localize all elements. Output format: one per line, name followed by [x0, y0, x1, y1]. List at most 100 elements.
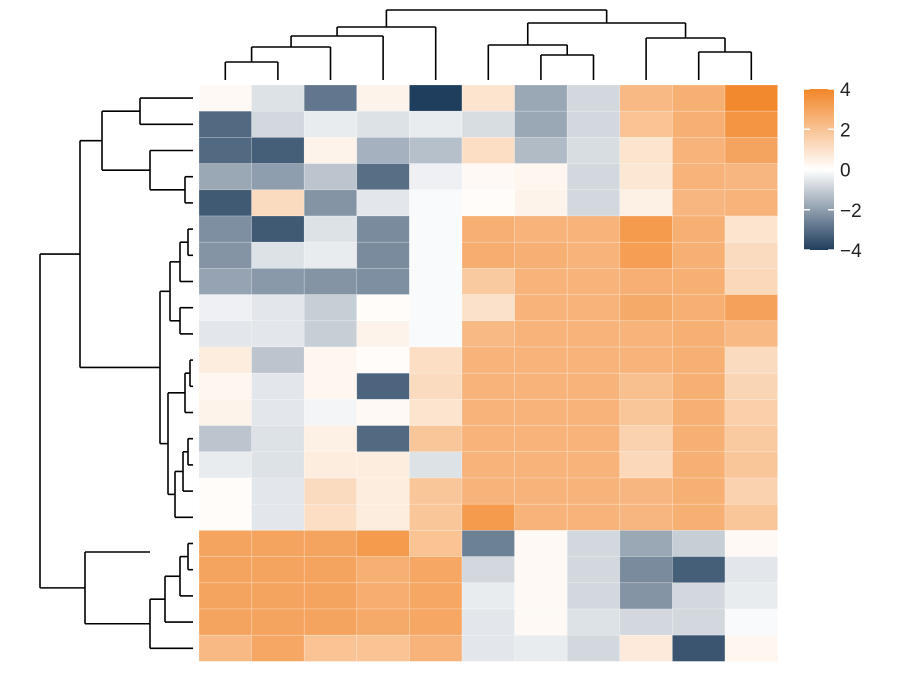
heatmap-cell [251, 530, 305, 557]
heatmap-cell [514, 84, 568, 112]
heatmap-cell [461, 241, 515, 269]
heatmap-cell [672, 110, 726, 138]
heatmap-cell [514, 137, 568, 164]
heatmap-cell [356, 634, 410, 662]
heatmap-cell [566, 320, 621, 348]
heatmap-cell [409, 215, 463, 243]
heatmap-cell [409, 634, 463, 662]
heatmap-cell [198, 503, 252, 531]
heatmap-cell [356, 163, 410, 191]
heatmap-cell [566, 634, 621, 662]
heatmap-cell [514, 346, 568, 374]
heatmap-cell [251, 399, 305, 426]
heatmap-cell [672, 451, 726, 479]
heatmap-cell [303, 110, 358, 138]
heatmap-cell [251, 294, 305, 322]
heatmap-cell [409, 268, 463, 295]
legend-tick-label: 0 [840, 161, 851, 182]
heatmap-cell [356, 346, 410, 374]
heatmap-cell [461, 451, 515, 479]
heatmap-cell [619, 320, 673, 348]
heatmap-cell [303, 530, 358, 557]
heatmap-cell [461, 215, 515, 243]
heatmap-cell [409, 530, 463, 557]
heatmap-cell [356, 556, 410, 584]
legend-tick-label: −2 [840, 201, 862, 222]
heatmap-cell [619, 189, 673, 217]
heatmap-cell [251, 503, 305, 531]
heatmap-cell [724, 84, 778, 112]
heatmap-cell [619, 503, 673, 531]
heatmap-cell [198, 84, 252, 112]
heatmap-cell [356, 582, 410, 610]
heatmap-cell [461, 137, 515, 164]
heatmap-cell [619, 608, 673, 636]
heatmap-cell [303, 84, 358, 112]
heatmap-cell [566, 346, 621, 374]
heatmap-cell [409, 477, 463, 505]
heatmap-cell [619, 399, 673, 426]
heatmap-cell [514, 215, 568, 243]
heatmap-cell [619, 477, 673, 505]
heatmap-cell [356, 137, 410, 164]
heatmap-cell [251, 189, 305, 217]
heatmap-cell [303, 503, 358, 531]
heatmap-cell [461, 320, 515, 348]
heatmap-cell [724, 530, 778, 557]
heatmap-cell [514, 163, 568, 191]
heatmap-cell [724, 399, 778, 426]
heatmap-cell [198, 556, 252, 584]
heatmap-cell [514, 556, 568, 584]
heatmap-cell [303, 556, 358, 584]
heatmap-cell [251, 84, 305, 112]
heatmap-cell [461, 346, 515, 374]
heatmap-cell [356, 530, 410, 557]
heatmap-cell [672, 634, 726, 662]
heatmap-cell [409, 294, 463, 322]
heatmap-cell [619, 268, 673, 295]
heatmap-cell [672, 215, 726, 243]
heatmap-cell [461, 530, 515, 557]
heatmap-cell [514, 477, 568, 505]
heatmap-cell [356, 215, 410, 243]
heatmap-cell [198, 294, 252, 322]
heatmap-cell [461, 163, 515, 191]
column-dendrogram [224, 9, 753, 80]
color-legend: 4 2 0 −2 −4 [804, 80, 862, 262]
heatmap-cell [409, 84, 463, 112]
heatmap-cell [724, 451, 778, 479]
heatmap-cell [566, 137, 621, 164]
legend-tick-label: 4 [840, 80, 851, 101]
heatmap-cell [251, 556, 305, 584]
heatmap-cell [672, 346, 726, 374]
heatmap-cell [461, 294, 515, 322]
heatmap-cell [198, 110, 252, 138]
heatmap-cell [461, 268, 515, 295]
heatmap-cell [724, 241, 778, 269]
heatmap-cell [356, 110, 410, 138]
row-dendrogram [39, 97, 193, 650]
heatmap-cell [198, 399, 252, 426]
heatmap-cell [461, 556, 515, 584]
heatmap-cell [619, 215, 673, 243]
heatmap-cell [566, 241, 621, 269]
heatmap-cell [409, 582, 463, 610]
heatmap-cell [672, 425, 726, 453]
heatmap-cell [724, 137, 778, 164]
heatmap-cell [672, 189, 726, 217]
heatmap-cell [619, 425, 673, 453]
heatmap-cell [514, 503, 568, 531]
heatmap-cell [619, 84, 673, 112]
heatmap-cell [566, 84, 621, 112]
heatmap-cell [566, 503, 621, 531]
heatmap-cell [514, 110, 568, 138]
color-legend-ticks: 4 2 0 −2 −4 [804, 80, 862, 262]
heatmap-cell [461, 425, 515, 453]
heatmap-cell [514, 530, 568, 557]
heatmap-cell [619, 163, 673, 191]
heatmap-cell [356, 503, 410, 531]
heatmap-cell [724, 110, 778, 138]
heatmap-cell [303, 294, 358, 322]
heatmap-cell [251, 425, 305, 453]
heatmap-cell [303, 372, 358, 400]
